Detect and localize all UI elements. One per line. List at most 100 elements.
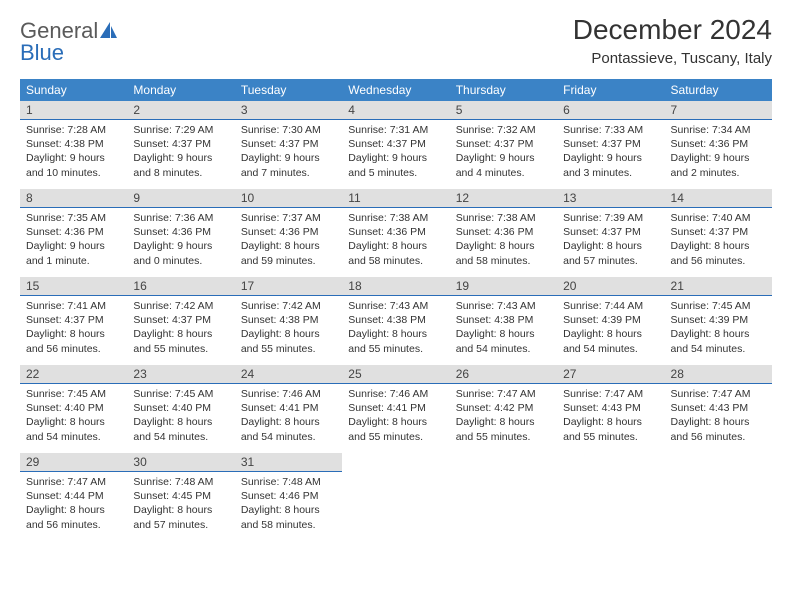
daylight-text: Daylight: 9 hours and 2 minutes. bbox=[671, 151, 766, 179]
daylight-text: Daylight: 8 hours and 56 minutes. bbox=[671, 239, 766, 267]
day-content: Sunrise: 7:48 AMSunset: 4:45 PMDaylight:… bbox=[127, 472, 234, 535]
calendar-body: 1Sunrise: 7:28 AMSunset: 4:38 PMDaylight… bbox=[20, 101, 772, 541]
sunset-text: Sunset: 4:41 PM bbox=[348, 401, 443, 415]
title-block: December 2024 Pontassieve, Tuscany, Ital… bbox=[573, 14, 772, 67]
day-number: 28 bbox=[665, 365, 772, 384]
sunrise-text: Sunrise: 7:42 AM bbox=[241, 299, 336, 313]
calendar-day-cell: 17Sunrise: 7:42 AMSunset: 4:38 PMDayligh… bbox=[235, 277, 342, 365]
day-number: 31 bbox=[235, 453, 342, 472]
sunset-text: Sunset: 4:41 PM bbox=[241, 401, 336, 415]
day-number: 7 bbox=[665, 101, 772, 120]
day-number: 13 bbox=[557, 189, 664, 208]
day-content: Sunrise: 7:45 AMSunset: 4:39 PMDaylight:… bbox=[665, 296, 772, 359]
day-number: 9 bbox=[127, 189, 234, 208]
calendar-week-row: 8Sunrise: 7:35 AMSunset: 4:36 PMDaylight… bbox=[20, 189, 772, 277]
daylight-text: Daylight: 8 hours and 57 minutes. bbox=[133, 503, 228, 531]
daylight-text: Daylight: 8 hours and 55 minutes. bbox=[241, 327, 336, 355]
sunset-text: Sunset: 4:42 PM bbox=[456, 401, 551, 415]
daylight-text: Daylight: 8 hours and 55 minutes. bbox=[348, 327, 443, 355]
calendar-week-row: 15Sunrise: 7:41 AMSunset: 4:37 PMDayligh… bbox=[20, 277, 772, 365]
sunrise-text: Sunrise: 7:45 AM bbox=[26, 387, 121, 401]
day-content: Sunrise: 7:47 AMSunset: 4:42 PMDaylight:… bbox=[450, 384, 557, 447]
daylight-text: Daylight: 9 hours and 4 minutes. bbox=[456, 151, 551, 179]
day-number: 3 bbox=[235, 101, 342, 120]
sunset-text: Sunset: 4:38 PM bbox=[26, 137, 121, 151]
daylight-text: Daylight: 8 hours and 58 minutes. bbox=[241, 503, 336, 531]
calendar-day-cell bbox=[665, 453, 772, 541]
sunset-text: Sunset: 4:43 PM bbox=[671, 401, 766, 415]
calendar-day-cell: 3Sunrise: 7:30 AMSunset: 4:37 PMDaylight… bbox=[235, 101, 342, 189]
calendar-day-cell: 15Sunrise: 7:41 AMSunset: 4:37 PMDayligh… bbox=[20, 277, 127, 365]
sunset-text: Sunset: 4:36 PM bbox=[26, 225, 121, 239]
calendar-day-cell: 25Sunrise: 7:46 AMSunset: 4:41 PMDayligh… bbox=[342, 365, 449, 453]
calendar-week-row: 1Sunrise: 7:28 AMSunset: 4:38 PMDaylight… bbox=[20, 101, 772, 189]
sunset-text: Sunset: 4:38 PM bbox=[241, 313, 336, 327]
daylight-text: Daylight: 8 hours and 58 minutes. bbox=[456, 239, 551, 267]
sunrise-text: Sunrise: 7:44 AM bbox=[563, 299, 658, 313]
sunrise-text: Sunrise: 7:48 AM bbox=[241, 475, 336, 489]
calendar-day-cell: 30Sunrise: 7:48 AMSunset: 4:45 PMDayligh… bbox=[127, 453, 234, 541]
sunset-text: Sunset: 4:37 PM bbox=[348, 137, 443, 151]
calendar-day-cell: 29Sunrise: 7:47 AMSunset: 4:44 PMDayligh… bbox=[20, 453, 127, 541]
sunrise-text: Sunrise: 7:35 AM bbox=[26, 211, 121, 225]
sunrise-text: Sunrise: 7:42 AM bbox=[133, 299, 228, 313]
calendar-day-cell: 26Sunrise: 7:47 AMSunset: 4:42 PMDayligh… bbox=[450, 365, 557, 453]
sunset-text: Sunset: 4:40 PM bbox=[26, 401, 121, 415]
day-number: 10 bbox=[235, 189, 342, 208]
sunset-text: Sunset: 4:37 PM bbox=[133, 137, 228, 151]
day-number: 14 bbox=[665, 189, 772, 208]
daylight-text: Daylight: 8 hours and 55 minutes. bbox=[563, 415, 658, 443]
sunrise-text: Sunrise: 7:46 AM bbox=[241, 387, 336, 401]
day-number: 27 bbox=[557, 365, 664, 384]
calendar-day-cell: 13Sunrise: 7:39 AMSunset: 4:37 PMDayligh… bbox=[557, 189, 664, 277]
daylight-text: Daylight: 8 hours and 54 minutes. bbox=[456, 327, 551, 355]
page-header: General Blue December 2024 Pontassieve, … bbox=[20, 14, 772, 67]
daylight-text: Daylight: 8 hours and 56 minutes. bbox=[671, 415, 766, 443]
weekday-header: Saturday bbox=[665, 79, 772, 101]
calendar-day-cell: 5Sunrise: 7:32 AMSunset: 4:37 PMDaylight… bbox=[450, 101, 557, 189]
day-content: Sunrise: 7:37 AMSunset: 4:36 PMDaylight:… bbox=[235, 208, 342, 271]
weekday-header: Sunday bbox=[20, 79, 127, 101]
sunrise-text: Sunrise: 7:41 AM bbox=[26, 299, 121, 313]
day-number: 15 bbox=[20, 277, 127, 296]
sunrise-text: Sunrise: 7:39 AM bbox=[563, 211, 658, 225]
sunrise-text: Sunrise: 7:43 AM bbox=[456, 299, 551, 313]
daylight-text: Daylight: 9 hours and 8 minutes. bbox=[133, 151, 228, 179]
calendar-day-cell: 9Sunrise: 7:36 AMSunset: 4:36 PMDaylight… bbox=[127, 189, 234, 277]
day-content: Sunrise: 7:36 AMSunset: 4:36 PMDaylight:… bbox=[127, 208, 234, 271]
calendar-day-cell: 23Sunrise: 7:45 AMSunset: 4:40 PMDayligh… bbox=[127, 365, 234, 453]
daylight-text: Daylight: 8 hours and 57 minutes. bbox=[563, 239, 658, 267]
calendar-week-row: 22Sunrise: 7:45 AMSunset: 4:40 PMDayligh… bbox=[20, 365, 772, 453]
calendar-day-cell: 1Sunrise: 7:28 AMSunset: 4:38 PMDaylight… bbox=[20, 101, 127, 189]
logo-sail-icon bbox=[100, 29, 118, 41]
calendar-day-cell: 2Sunrise: 7:29 AMSunset: 4:37 PMDaylight… bbox=[127, 101, 234, 189]
calendar-week-row: 29Sunrise: 7:47 AMSunset: 4:44 PMDayligh… bbox=[20, 453, 772, 541]
weekday-header: Friday bbox=[557, 79, 664, 101]
sunset-text: Sunset: 4:36 PM bbox=[133, 225, 228, 239]
sunrise-text: Sunrise: 7:40 AM bbox=[671, 211, 766, 225]
day-content: Sunrise: 7:40 AMSunset: 4:37 PMDaylight:… bbox=[665, 208, 772, 271]
sunrise-text: Sunrise: 7:48 AM bbox=[133, 475, 228, 489]
sunrise-text: Sunrise: 7:30 AM bbox=[241, 123, 336, 137]
day-content: Sunrise: 7:42 AMSunset: 4:37 PMDaylight:… bbox=[127, 296, 234, 359]
calendar-day-cell: 18Sunrise: 7:43 AMSunset: 4:38 PMDayligh… bbox=[342, 277, 449, 365]
daylight-text: Daylight: 9 hours and 3 minutes. bbox=[563, 151, 658, 179]
sunset-text: Sunset: 4:36 PM bbox=[671, 137, 766, 151]
day-number: 23 bbox=[127, 365, 234, 384]
day-content: Sunrise: 7:35 AMSunset: 4:36 PMDaylight:… bbox=[20, 208, 127, 271]
day-content: Sunrise: 7:42 AMSunset: 4:38 PMDaylight:… bbox=[235, 296, 342, 359]
sunrise-text: Sunrise: 7:38 AM bbox=[348, 211, 443, 225]
day-content: Sunrise: 7:41 AMSunset: 4:37 PMDaylight:… bbox=[20, 296, 127, 359]
day-number: 20 bbox=[557, 277, 664, 296]
sunrise-text: Sunrise: 7:32 AM bbox=[456, 123, 551, 137]
day-number: 1 bbox=[20, 101, 127, 120]
sunrise-text: Sunrise: 7:47 AM bbox=[456, 387, 551, 401]
sunset-text: Sunset: 4:37 PM bbox=[133, 313, 228, 327]
sunrise-text: Sunrise: 7:36 AM bbox=[133, 211, 228, 225]
sunset-text: Sunset: 4:36 PM bbox=[348, 225, 443, 239]
daylight-text: Daylight: 8 hours and 55 minutes. bbox=[348, 415, 443, 443]
day-content: Sunrise: 7:44 AMSunset: 4:39 PMDaylight:… bbox=[557, 296, 664, 359]
sunset-text: Sunset: 4:39 PM bbox=[671, 313, 766, 327]
day-number: 19 bbox=[450, 277, 557, 296]
day-content: Sunrise: 7:48 AMSunset: 4:46 PMDaylight:… bbox=[235, 472, 342, 535]
